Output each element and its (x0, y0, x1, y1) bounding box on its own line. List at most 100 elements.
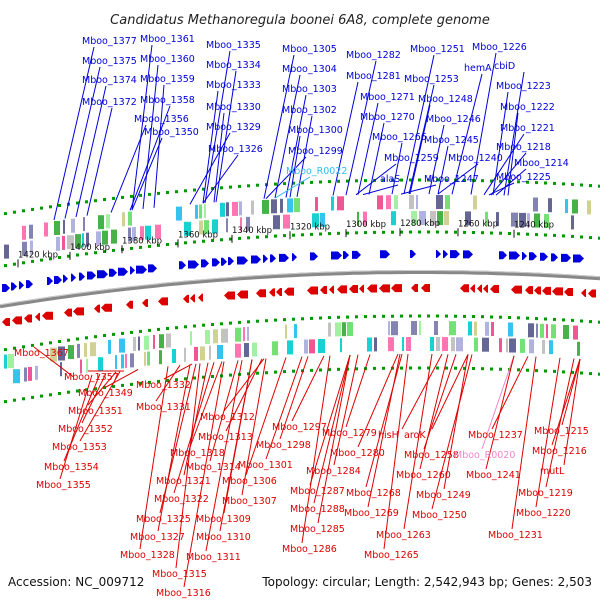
reverse-gene (588, 289, 596, 298)
reverse-gene (379, 284, 390, 293)
gc-dot (13, 346, 16, 350)
forward-cog-blocks-2 (4, 211, 574, 259)
forward-gene (529, 252, 537, 261)
gc-dot (490, 315, 493, 319)
cog-block (485, 211, 488, 226)
gc-dot (409, 230, 412, 234)
cog-block (374, 337, 377, 352)
reverse-label-leader (291, 355, 325, 422)
cog-block (540, 323, 544, 338)
reverse-label-leader (345, 354, 371, 428)
gc-dot (202, 323, 205, 327)
gc-dot (103, 334, 106, 337)
cog-block (544, 214, 549, 228)
cog-block (391, 321, 398, 336)
cog-block (386, 195, 391, 210)
gc-dot (139, 193, 142, 197)
gc-dot (373, 230, 376, 234)
cog-block (159, 350, 162, 365)
gc-dot (391, 178, 394, 182)
reverse-label-lines (33, 346, 581, 588)
gc-dot (544, 233, 547, 237)
reverse-gene-label: Mboo_1316 (156, 588, 211, 599)
gc-dot (490, 367, 493, 371)
reverse-gene (126, 300, 133, 309)
gc-dot (373, 366, 376, 370)
cog-block (520, 338, 525, 353)
gc-dot (247, 320, 250, 324)
reverse-gene-label: Mboo_1220 (516, 508, 571, 519)
reverse-gene (470, 284, 475, 293)
map-title: Candidatus Methanoregula boonei 6A8, com… (110, 13, 490, 28)
forward-label-leader (64, 66, 101, 219)
reverse-gene (224, 291, 235, 300)
cog-block (406, 337, 411, 351)
forward-gene (251, 255, 261, 264)
gc-dot (346, 315, 349, 319)
cog-block (96, 231, 101, 246)
gc-dot (229, 185, 232, 189)
gc-dot (499, 315, 502, 319)
gc-dot (454, 366, 457, 370)
forward-label-leader (53, 46, 95, 221)
gc-dot (364, 179, 367, 183)
forward-gene (26, 280, 33, 289)
forward-gene-label: Mboo_1374 (82, 75, 137, 86)
forward-gene-label: Mboo_1247 (424, 174, 479, 185)
cog-block (548, 198, 552, 213)
forward-gene-label: Mboo_1281 (346, 71, 401, 82)
forward-gene (410, 250, 416, 259)
gc-dot (184, 241, 187, 245)
cog-block (184, 221, 191, 236)
kbp-tick-label: 1300 kbp (346, 220, 386, 230)
reverse-label-leader (241, 358, 267, 496)
reverse-gene-label: Mboo_1241 (466, 470, 521, 481)
cog-block (194, 346, 198, 361)
cog-block (271, 199, 277, 214)
reverse-gene (564, 288, 573, 297)
cog-block (128, 211, 132, 226)
gc-dot (40, 258, 43, 262)
cog-block (153, 334, 155, 349)
gc-dot (211, 323, 214, 326)
gc-dot (58, 204, 61, 207)
reverse-gene-label: Mboo_1331 (136, 402, 191, 413)
gc-dot (580, 371, 583, 375)
forward-gene (87, 271, 96, 280)
forward-gene (343, 251, 349, 260)
reverse-gene (64, 308, 72, 317)
cog-block (4, 354, 7, 369)
gc-dot (571, 370, 574, 374)
kbp-tick-label: 1400 kbp (70, 243, 110, 253)
cog-block (411, 211, 417, 225)
cog-block (318, 339, 325, 353)
forward-gene-label: hemA (464, 63, 492, 74)
forward-gene (63, 274, 68, 283)
reverse-gene (542, 286, 551, 295)
cog-block (357, 211, 359, 226)
cog-block (240, 217, 242, 232)
gc-dot (544, 369, 547, 373)
gc-dot (157, 243, 160, 247)
cog-block (22, 241, 27, 256)
cog-block (272, 341, 278, 356)
forward-gene (188, 260, 199, 269)
gc-dot (535, 181, 538, 185)
forward-label-leader (202, 154, 239, 204)
cog-block (285, 324, 287, 339)
cog-block (83, 217, 85, 232)
cog-block (474, 337, 478, 352)
gc-dot (121, 331, 124, 335)
reverse-label-leader (245, 357, 287, 476)
gc-dot (472, 315, 475, 318)
reverse-label-leader (309, 354, 351, 486)
gc-dot (31, 259, 34, 263)
cog-block (50, 347, 57, 362)
gc-dot (4, 400, 7, 404)
gc-dot (328, 368, 331, 372)
forward-gene-label: alaS (380, 174, 400, 185)
reverse-gene-label: Mboo_1367 (14, 348, 69, 359)
forward-gene (130, 266, 135, 275)
forward-gene (509, 251, 520, 260)
forward-gene-label: Mboo_1302 (282, 105, 337, 116)
